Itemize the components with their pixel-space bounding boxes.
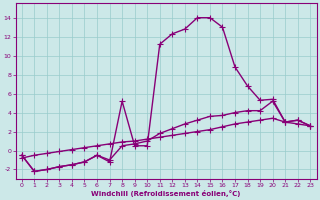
X-axis label: Windchill (Refroidissement éolien,°C): Windchill (Refroidissement éolien,°C)	[91, 190, 241, 197]
